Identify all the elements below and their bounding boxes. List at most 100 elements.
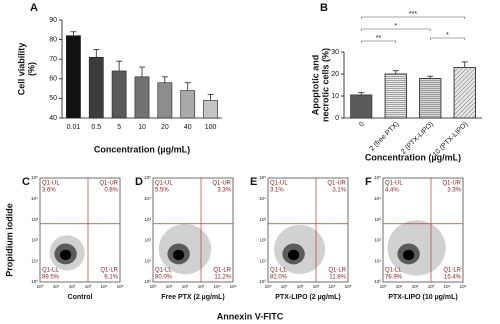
x-tick-label: 10¹ [166,284,173,289]
quadrant-percent: 5.5% [155,188,169,194]
x-tick-label: 10² [297,284,304,289]
x-tick-label: 10⁰ [37,284,44,289]
y-tick-label: 10⁴ [259,196,266,201]
y-tick-label: 10⁰ [259,279,266,284]
y-tick-label: 10⁰ [31,279,38,284]
y-tick-label: 10⁵ [31,175,38,180]
x-tick-label: 10 [138,124,146,131]
quadrant-name: Q1-UL [42,181,60,187]
significance-bracket [429,37,466,40]
significance-bracket [360,40,397,43]
x-tick-label: 10⁵ [117,284,124,289]
panel-caption: PTX-LIPO (10 µg/mL) [388,294,457,301]
quadrant-name: Q1-LL [155,268,172,274]
bar [111,70,127,119]
flow-y-label: Propidium iodide [4,203,14,277]
y-axis-label: Cell viability [16,43,26,96]
x-tick-label: 100 [205,124,217,131]
y-tick-label: 10³ [374,217,381,222]
plot-frame [152,177,234,283]
x-tick-label: 2 (free PTX) [369,121,401,153]
quadrant-name: Q1-LL [270,268,287,274]
panel-label: F [365,176,372,188]
y-tick-label: 10¹ [259,258,266,263]
significance-bracket [360,28,431,31]
quadrant-name: Q1-UL [270,181,288,187]
quadrant-percent: 3.1% [270,188,284,194]
quadrant-percent: 11.8% [329,275,346,281]
y-tick-label: 20 [331,71,339,78]
x-tick-label: 10⁴ [214,284,221,289]
x-tick-label: 20 [161,124,169,131]
y-tick-label: 80 [49,36,57,43]
quadrant-percent: 76.9% [385,275,403,281]
x-tick-label: 0.5 [91,124,101,131]
y-axis-label: Apoptotic and [310,55,320,116]
y-tick-label: 10⁰ [144,279,151,284]
bar [88,56,104,119]
panel-label: A [30,2,38,14]
bar [180,90,196,119]
quadrant-name: Q1-LR [443,268,461,274]
x-tick-label: 10⁵ [460,284,467,289]
quadrant-percent: 15.4% [444,275,462,281]
panel-label: B [320,2,328,14]
y-tick-label: 10² [31,238,38,243]
panel-caption: Control [68,294,93,301]
bar-hatch [384,73,407,119]
quadrant-name: Q1-LL [42,268,59,274]
x-tick-label: 10⁵ [230,284,237,289]
y-tick-label: 40 [49,115,57,122]
x-tick-label: 10³ [85,284,92,289]
y-tick-label: 10⁴ [144,196,151,201]
y-tick-label: 10 [331,93,339,100]
y-tick-label: 10⁵ [259,175,266,180]
significance-label: * [446,32,449,39]
panel-caption: PTX-LIPO (2 µg/mL) [275,294,340,301]
event-cloud [403,249,415,261]
quadrant-name: Q1-LL [385,268,402,274]
y-tick-label: 10⁵ [374,175,381,180]
quadrant-percent: 82.0% [270,275,288,281]
quadrant-percent: 3.3% [447,188,461,194]
x-tick-label: 10³ [428,284,435,289]
flow-x-label: Annexin V-FITC [217,311,284,321]
y-tick-label: 10⁵ [144,175,151,180]
quadrant-name: Q1-UL [155,181,173,187]
y-tick-label: 10¹ [144,258,151,263]
quadrant-name: Q1-LR [328,268,346,274]
quadrant-percent: 3.3% [217,188,231,194]
bar [134,76,150,119]
event-cloud [288,249,300,261]
y-tick-label: 10⁴ [31,196,38,201]
x-tick-label: 10² [412,284,419,289]
y-tick-label: 0 [335,115,339,122]
x-tick-label: 10¹ [396,284,403,289]
panel-label: C [22,176,30,188]
x-tick-label: 10⁴ [329,284,336,289]
x-tick-label: 10² [182,284,189,289]
x-tick-label: 10⁴ [444,284,451,289]
y-tick-label: 50 [49,95,57,102]
x-tick-label: 5 [117,124,121,131]
x-tick-label: 0 [358,121,366,129]
x-tick-label: 10³ [198,284,205,289]
x-tick-label: 10² [69,284,76,289]
significance-label: *** [409,11,417,18]
y-axis-label: necrotic cells (%) [320,48,330,122]
y-tick-label: 70 [49,56,57,63]
significance-bracket [360,16,466,19]
y-tick-label: 10³ [144,217,151,222]
x-tick-label: 10¹ [53,284,60,289]
quadrant-percent: 4.4% [385,188,399,194]
y-tick-label: 10⁰ [374,279,381,284]
y-tick-label: 10³ [259,217,266,222]
quadrant-percent: 89.5% [42,275,60,281]
x-tick-label: 0.01 [67,124,81,131]
x-tick-label: 10¹ [281,284,288,289]
y-tick-label: 10¹ [31,258,38,263]
x-axis-label: Concentration (µg/mL) [94,144,190,154]
bar [350,94,373,119]
y-tick-label: 10³ [31,217,38,222]
